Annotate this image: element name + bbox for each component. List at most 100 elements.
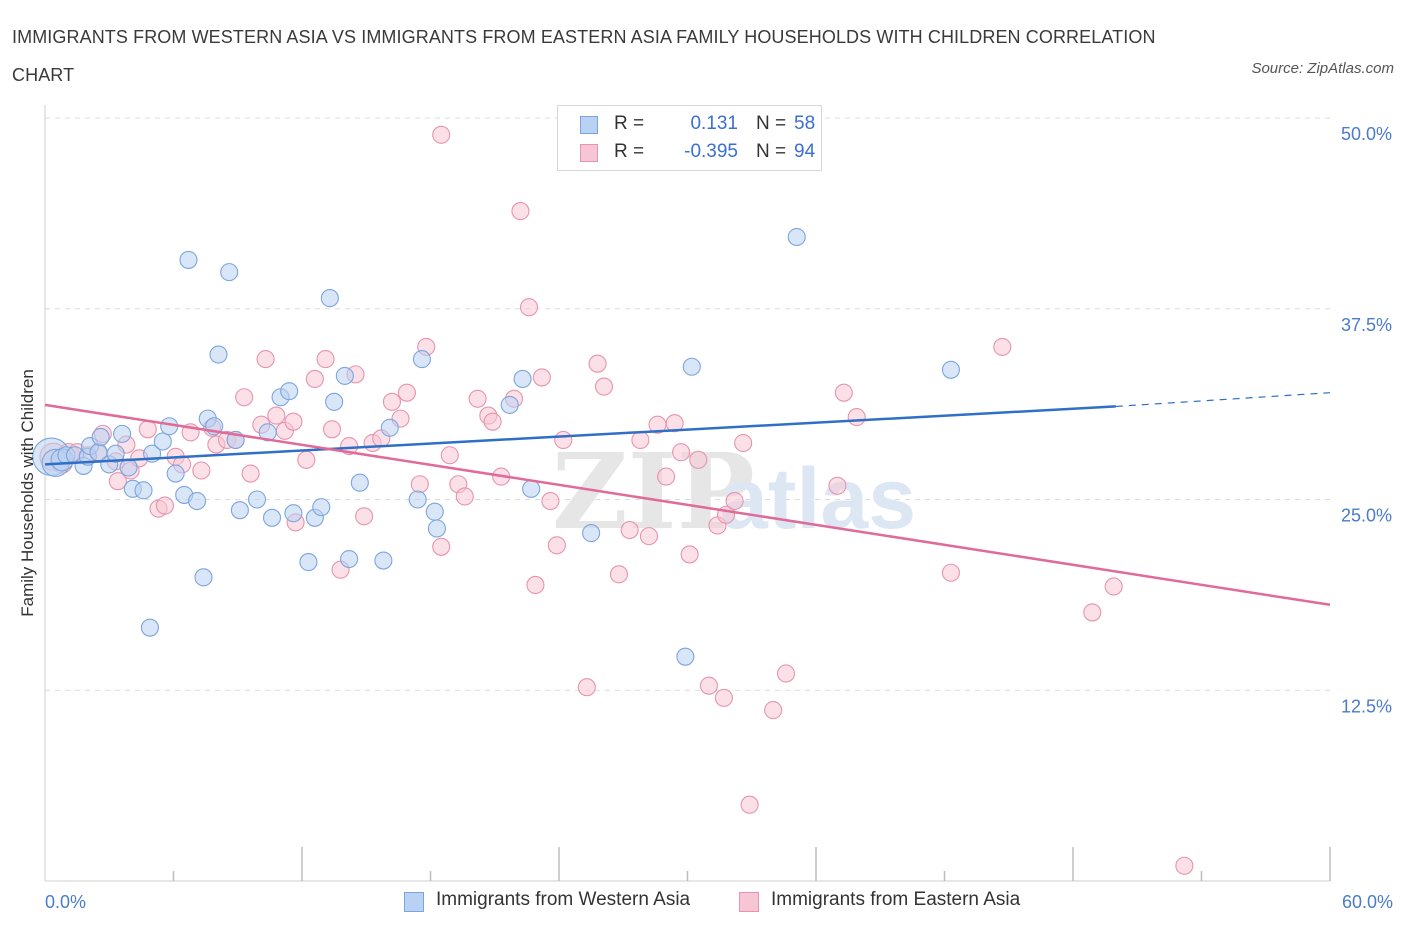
data-point [247, 490, 267, 509]
data-point [828, 476, 847, 495]
data-point [113, 424, 132, 443]
pink-swatch [580, 144, 598, 162]
data-point [284, 504, 303, 523]
data-point [335, 366, 354, 385]
data-point [432, 537, 451, 556]
data-point [140, 618, 159, 637]
blue-swatch [580, 116, 598, 134]
data-point [355, 507, 374, 526]
data-point [532, 368, 551, 387]
blue-swatch [404, 892, 424, 912]
trend-line-eastern-asia [44, 403, 1331, 607]
data-point [522, 479, 541, 498]
data-point [639, 527, 659, 546]
data-point [665, 414, 684, 433]
data-point [547, 536, 566, 555]
data-point [689, 450, 708, 469]
data-point [340, 549, 359, 569]
data-point [432, 125, 451, 144]
series-eastern-asia-points [39, 125, 1194, 875]
pink-swatch [739, 892, 759, 912]
data-point [194, 568, 213, 587]
data-point [188, 491, 207, 511]
data-point [993, 337, 1012, 356]
data-point [192, 461, 211, 480]
data-point [740, 795, 759, 814]
data-point [541, 491, 560, 511]
data-point [397, 383, 416, 402]
data-point [764, 701, 783, 720]
r-value: 0.131 [690, 113, 738, 134]
stats-legend: R = 0.131 N = 58 R = -0.395 N = 94 [557, 105, 822, 171]
data-point [594, 377, 614, 396]
trend-lines [44, 392, 1331, 607]
data-point [672, 443, 691, 462]
y-tick-label: 12.5% [1341, 696, 1392, 716]
data-point [322, 420, 342, 439]
data-point [609, 565, 629, 584]
data-point [106, 444, 125, 463]
data-point [134, 481, 153, 500]
data-point [408, 490, 427, 509]
data-point [153, 432, 172, 451]
x-tick-label: 0.0% [45, 892, 86, 912]
data-point [108, 472, 127, 491]
data-point [631, 430, 650, 450]
data-point [1104, 577, 1123, 596]
data-point [316, 350, 335, 369]
r-label: R = [614, 113, 645, 134]
legend-label: Immigrants from Western Asia [436, 889, 691, 910]
data-point [500, 395, 519, 414]
series-western-asia-points [32, 227, 960, 666]
data-point [299, 553, 318, 572]
data-point [468, 389, 487, 408]
data-point [262, 508, 282, 527]
data-point [382, 392, 402, 411]
data-point [138, 420, 157, 439]
trend-line-western-asia-extension [1115, 392, 1331, 408]
data-point [455, 487, 474, 506]
grid-lines [45, 117, 1330, 691]
data-point [588, 354, 607, 373]
y-tick-label: 25.0% [1341, 506, 1392, 526]
data-point [582, 524, 601, 543]
data-point [440, 446, 459, 465]
axes [44, 105, 1331, 882]
data-point [682, 357, 701, 376]
data-point [427, 519, 446, 538]
legend-label: Immigrants from Eastern Asia [771, 889, 1021, 910]
watermark-atlas: atlas [720, 451, 916, 547]
data-point [374, 551, 393, 570]
data-point [380, 418, 399, 437]
data-point [941, 360, 960, 379]
data-point [577, 678, 596, 697]
data-point [620, 520, 639, 540]
chart-title: IMMIGRANTS FROM WESTERN ASIA VS IMMIGRAN… [12, 27, 1156, 85]
data-point [325, 392, 344, 411]
data-point [297, 450, 316, 469]
data-point [776, 664, 796, 683]
trend-line-western-asia [44, 405, 1116, 466]
data-point [235, 388, 254, 407]
x-tick-label: 60.0% [1342, 892, 1393, 912]
data-point [526, 575, 545, 595]
data-point [410, 475, 429, 494]
data-point [320, 289, 339, 308]
n-label: N = [756, 113, 787, 134]
data-point [657, 467, 676, 486]
data-point [847, 408, 866, 427]
data-point [734, 433, 753, 453]
data-point [258, 423, 277, 442]
data-point [280, 382, 299, 401]
data-point [676, 647, 695, 666]
data-point [312, 498, 331, 517]
data-point [166, 464, 185, 483]
data-point [209, 345, 228, 364]
data-point [714, 688, 733, 707]
y-axis-label: Family Households with Children [18, 369, 37, 617]
data-point [725, 491, 744, 511]
data-point [241, 464, 260, 483]
data-point [305, 369, 324, 388]
data-point [519, 298, 539, 317]
